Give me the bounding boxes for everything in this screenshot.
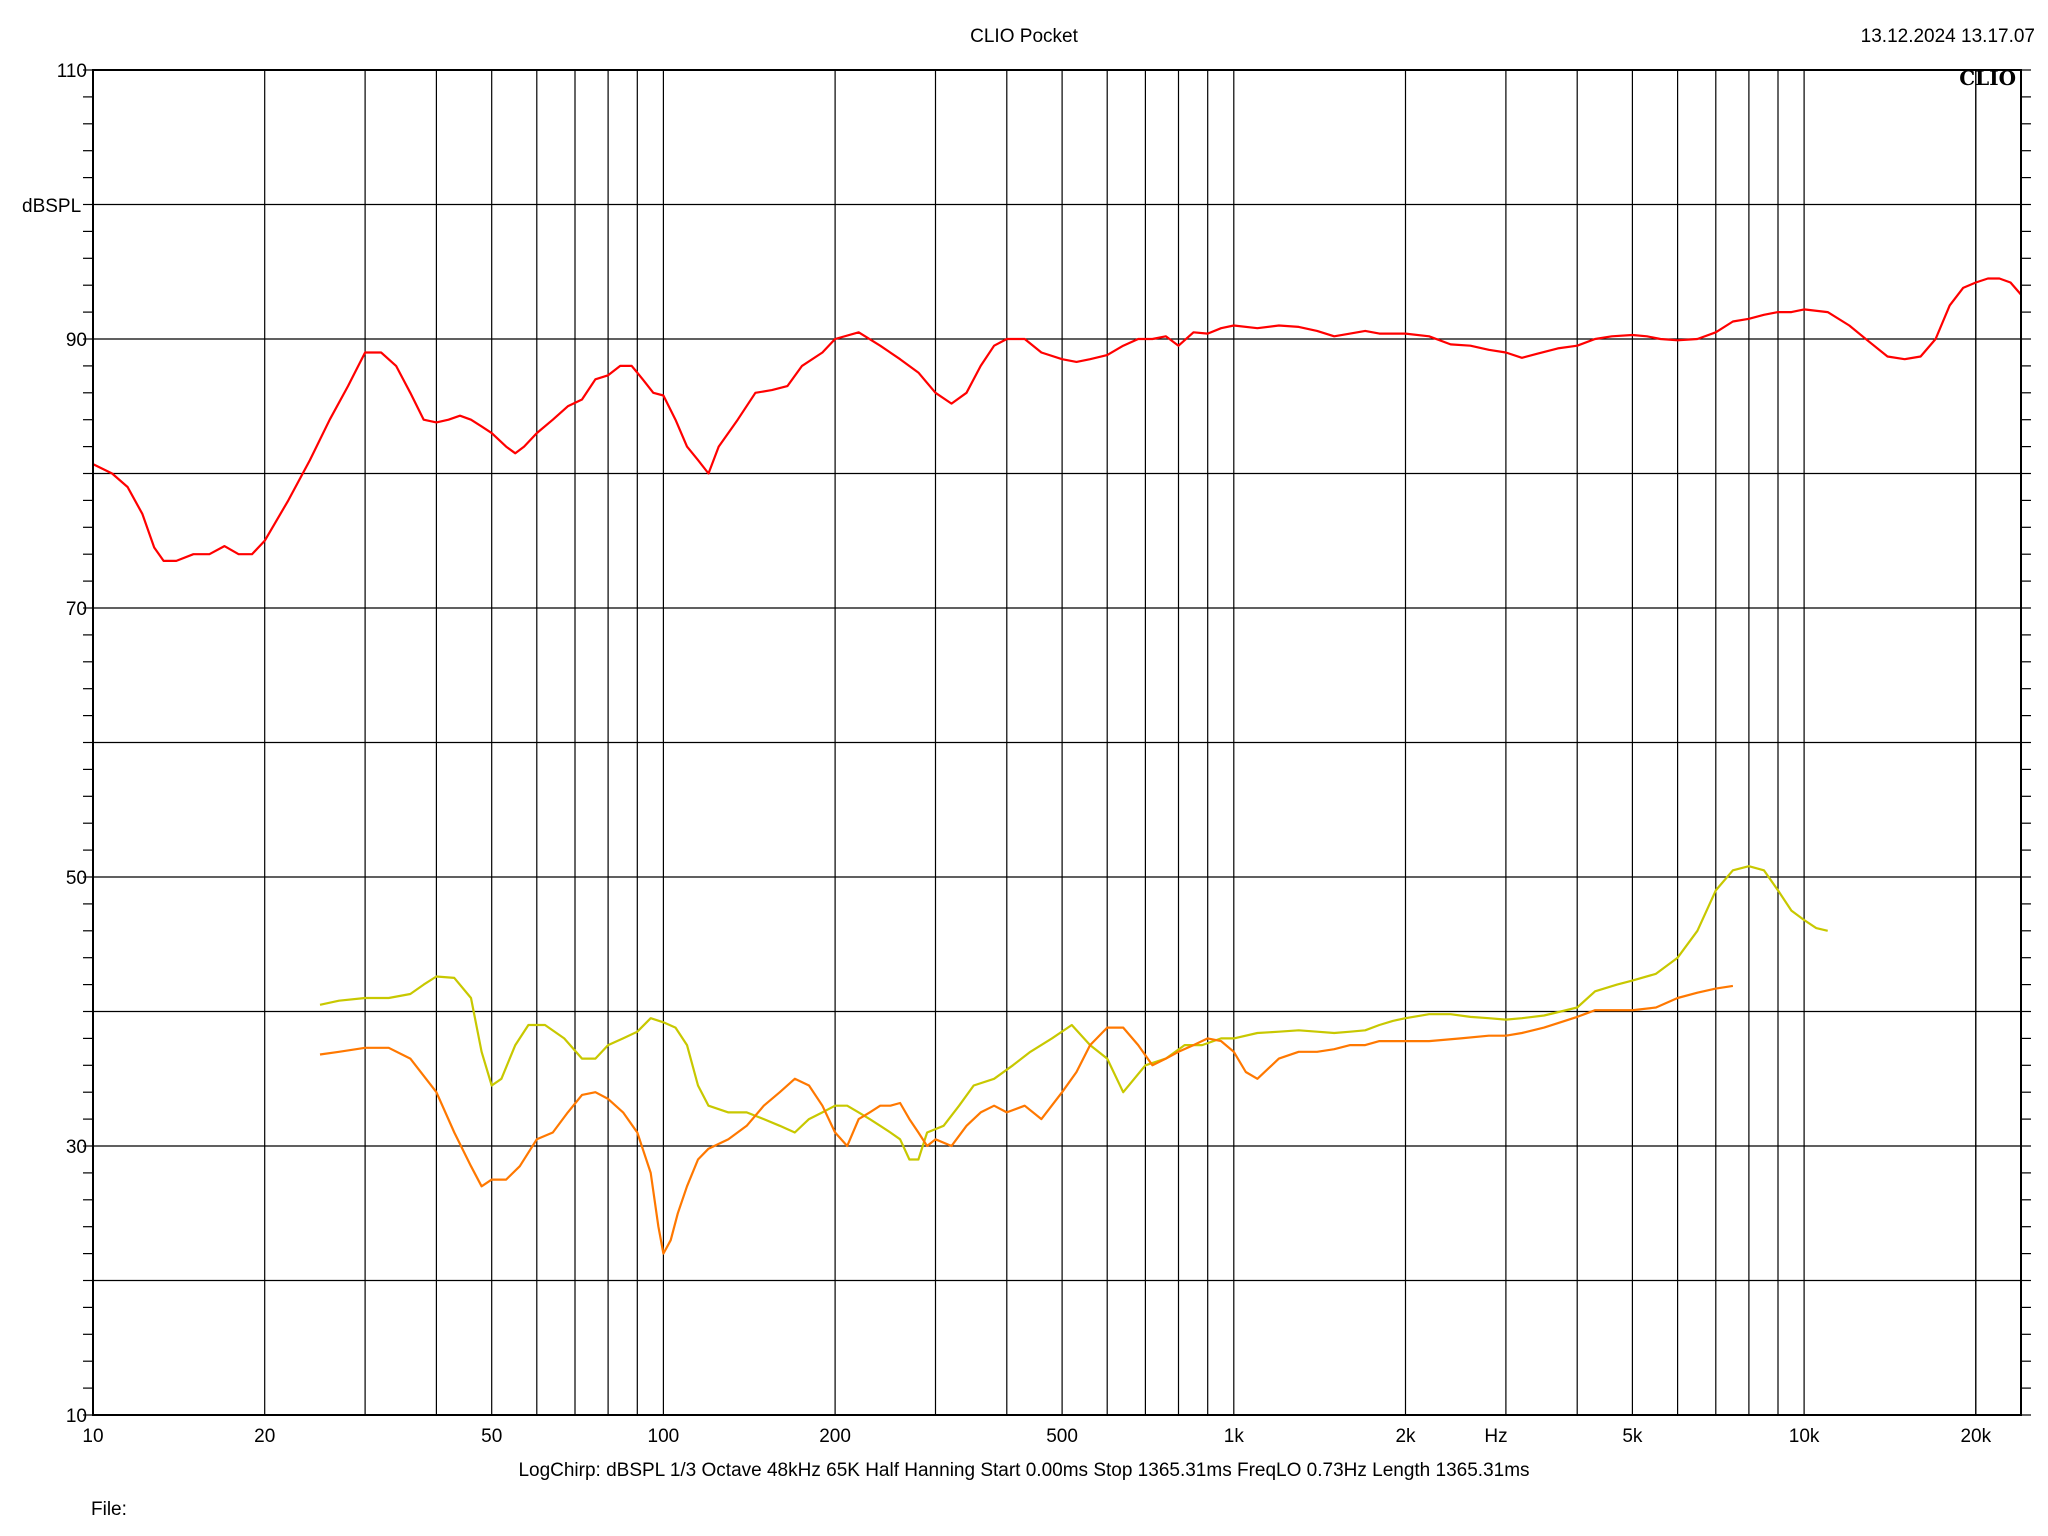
x-tick-label: 1k [1224, 1426, 1245, 1447]
measurement-settings: LogChirp: dBSPL 1/3 Octave 48kHz 65K Hal… [518, 1460, 1529, 1481]
x-tick-label: 200 [819, 1426, 851, 1447]
x-axis-label: Hz [1484, 1426, 1507, 1447]
x-tick-label: 10k [1789, 1426, 1820, 1447]
series-line-3 [319, 984, 1734, 1255]
x-tick-label: 2k [1395, 1426, 1416, 1447]
x-axis-ticks: 10 20 50 100 200 500 1k 2k 5k 10k 20k [82, 1426, 1991, 1447]
x-tick-label: 500 [1046, 1426, 1078, 1447]
y-axis-label: dBSPL [22, 196, 81, 217]
y-tick-label: 30 [66, 1137, 87, 1158]
x-tick-label: 100 [648, 1426, 680, 1447]
x-tick-label: 20 [254, 1426, 275, 1447]
y-tick-label: 90 [66, 330, 87, 351]
series-line-1 [92, 277, 2022, 562]
y-tick-label: 70 [66, 599, 87, 620]
grid [83, 69, 2031, 1416]
y-axis-ticks: 110 90 70 50 30 10 [57, 61, 87, 1427]
clio-logo: CLIO [1959, 66, 2016, 90]
plot-frame [92, 69, 2022, 1416]
y-tick-label: 50 [66, 868, 87, 889]
x-tick-label: 5k [1622, 1426, 1643, 1447]
y-tick-label: 10 [66, 1406, 87, 1427]
x-tick-label: 20k [1960, 1426, 1991, 1447]
x-tick-label: 10 [82, 1426, 103, 1447]
file-label: File: [91, 1499, 127, 1520]
chart-title: CLIO Pocket [970, 26, 1078, 47]
measurement-datetime: 13.12.2024 13.17.07 [1861, 26, 2035, 47]
series-group [92, 277, 2022, 1255]
series-line-2 [319, 865, 1828, 1161]
x-tick-label: 50 [481, 1426, 502, 1447]
y-tick-label: 110 [57, 61, 87, 82]
